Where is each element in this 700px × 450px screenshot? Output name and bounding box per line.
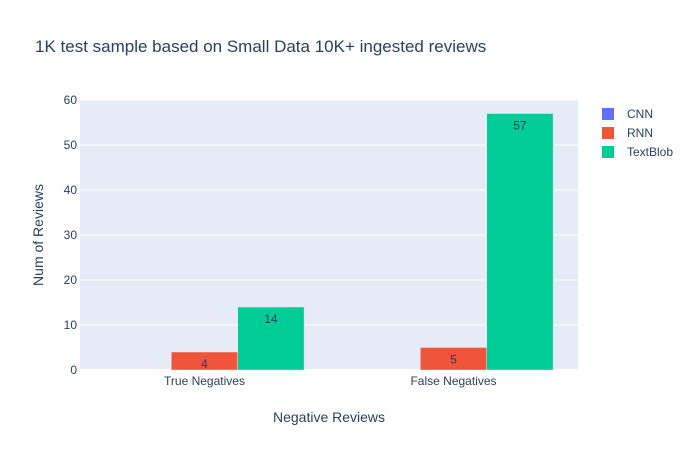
y-tick-label: 40	[64, 183, 78, 197]
bar-textblob-1[interactable]	[486, 113, 554, 371]
bar-value-label: 5	[450, 353, 457, 367]
y-tick-label: 0	[70, 363, 77, 377]
legend-item-cnn[interactable]: CNN	[602, 107, 653, 121]
legend-item-textblob[interactable]: TextBlob	[602, 145, 673, 159]
legend-label: CNN	[627, 107, 653, 121]
legend-swatch	[602, 146, 614, 158]
bar-textblob-0[interactable]	[237, 306, 305, 371]
bars: 4 14 5 57	[171, 113, 554, 371]
legend-label: TextBlob	[627, 145, 673, 159]
legend-swatch	[602, 127, 614, 139]
bar-value-label: 57	[513, 119, 527, 133]
x-tick-label: False Negatives	[410, 374, 496, 388]
y-tick-label: 30	[64, 228, 78, 242]
y-axis-ticks: 0 10 20 30 40 50 60	[64, 93, 78, 377]
y-tick-label: 50	[64, 138, 78, 152]
bar-value-label: 4	[201, 357, 208, 371]
legend-swatch	[602, 108, 614, 120]
bar-value-label: 14	[264, 312, 278, 326]
x-axis-title: Negative Reviews	[273, 409, 385, 425]
y-tick-label: 10	[64, 318, 78, 332]
x-axis-ticks: True Negatives False Negatives	[164, 374, 496, 388]
y-tick-label: 60	[64, 93, 78, 107]
chart-title: 1K test sample based on Small Data 10K+ …	[35, 37, 486, 56]
legend[interactable]: CNN RNN TextBlob	[602, 107, 673, 159]
y-axis-title: Num of Reviews	[30, 184, 46, 286]
legend-item-rnn[interactable]: RNN	[602, 126, 653, 140]
y-tick-label: 20	[64, 273, 78, 287]
x-tick-label: True Negatives	[164, 374, 245, 388]
legend-label: RNN	[627, 126, 653, 140]
